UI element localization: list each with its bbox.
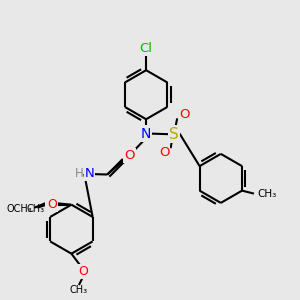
Text: CH₃: CH₃ bbox=[26, 204, 45, 214]
Text: Cl: Cl bbox=[140, 42, 153, 55]
Text: O: O bbox=[46, 197, 56, 210]
Text: O: O bbox=[159, 146, 169, 159]
Text: O: O bbox=[179, 108, 190, 121]
Text: N: N bbox=[141, 127, 151, 141]
Text: S: S bbox=[169, 127, 178, 142]
Text: CH₃: CH₃ bbox=[258, 189, 277, 199]
Text: O: O bbox=[47, 198, 57, 211]
Text: O: O bbox=[78, 265, 88, 278]
Text: N: N bbox=[85, 167, 94, 180]
Text: CH₃: CH₃ bbox=[70, 284, 88, 295]
Text: H: H bbox=[75, 167, 83, 180]
Text: OCH₃: OCH₃ bbox=[6, 204, 32, 214]
Text: O: O bbox=[124, 149, 135, 162]
